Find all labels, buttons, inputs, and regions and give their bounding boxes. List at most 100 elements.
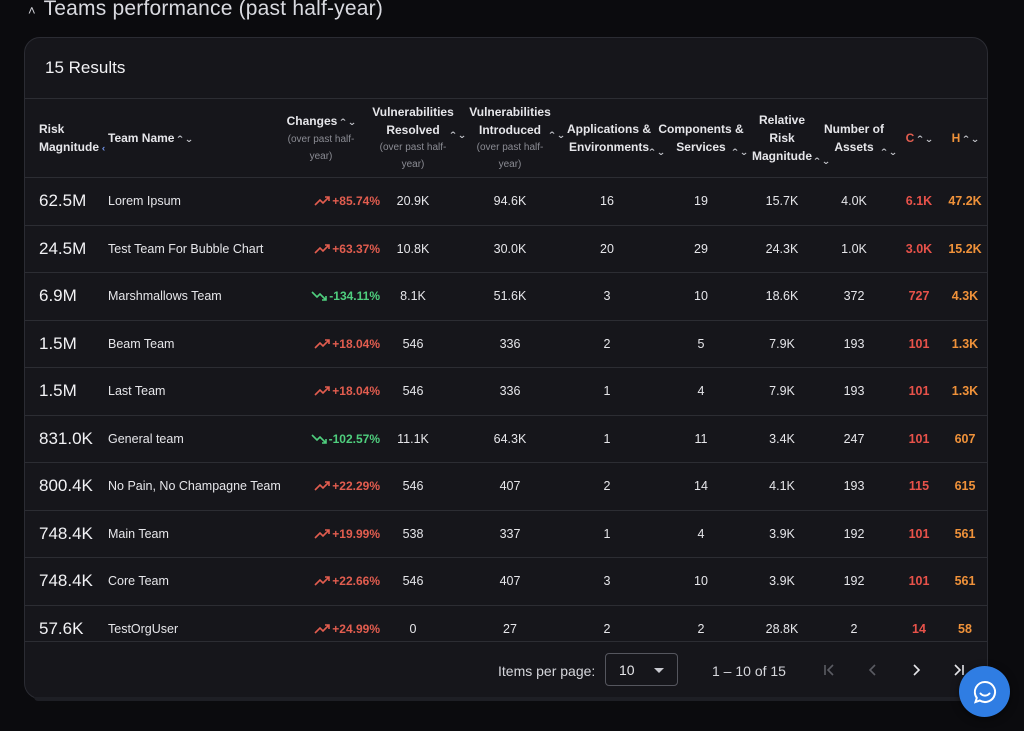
cell-team-name-value: Beam Team (108, 336, 175, 351)
cell-vuln-resolved: 8.1K (369, 273, 457, 319)
page-range: 1 – 10 of 15 (712, 662, 786, 679)
chevron-up-icon[interactable]: ˄ (28, 2, 36, 18)
cell-relative-risk: 3.9K (749, 511, 815, 557)
next-page-button[interactable] (902, 656, 930, 684)
cell-h: 15.2K (947, 226, 983, 272)
cell-components-value: 11 (694, 431, 708, 446)
cell-applications-value: 3 (603, 574, 611, 588)
cell-vuln-resolved: 10.8K (369, 226, 457, 272)
sort-icon[interactable]: ⌃⌄ (647, 147, 666, 157)
cell-relative-risk-value: 18.6K (765, 289, 799, 303)
col-risk-magnitude[interactable]: Risk Magnitude ‹ (39, 99, 109, 177)
table-row[interactable]: 748.4K Core Team +22.66% 546 407 3 10 3.9K 192 10… (25, 557, 987, 605)
col-changes[interactable]: Changes⌃⌄ (over past half-year) (280, 99, 362, 177)
col-relative-risk[interactable]: Relative Risk Magnitude ⌃⌄ (749, 99, 831, 177)
prev-page-button[interactable] (859, 656, 887, 684)
table-row[interactable]: 831.0K General team -102.57% 11.1K 64.3K 1 11 3… (25, 414, 987, 463)
col-c[interactable]: C⌃⌄ (901, 99, 937, 177)
trending-up-icon (314, 528, 331, 539)
cell-relative-risk: 7.9K (749, 321, 815, 367)
cell-team-name-value: Test Team For Bubble Chart (108, 241, 264, 256)
cell-vuln-resolved-value: 546 (402, 479, 424, 493)
cell-h-value: 1.3K (951, 384, 979, 398)
cell-assets-value: 2 (850, 621, 858, 636)
cell-assets: 247 (820, 416, 888, 462)
col-components[interactable]: Components & Services ⌃⌄ (657, 99, 749, 177)
sort-icon[interactable]: ⌃⌄ (175, 133, 195, 144)
cell-c-value: 115 (908, 479, 930, 493)
sort-icon[interactable]: ‹ (101, 142, 106, 153)
cell-c: 727 (901, 273, 937, 319)
cell-h-value: 4.3K (951, 289, 979, 303)
chat-button[interactable] (959, 666, 1010, 717)
cell-risk-magnitude-value: 748.4K (39, 571, 93, 590)
cell-team-name-value: Core Team (108, 574, 169, 588)
col-vuln-introduced[interactable]: Vulnerabilities Introduced ⌃⌄ (over past … (466, 99, 565, 177)
sort-icon[interactable]: ⌃⌄ (915, 133, 934, 144)
cell-assets-value: 192 (843, 526, 865, 541)
col-sublabel: (over past half-year) (287, 133, 355, 162)
cell-h: 1.3K (947, 321, 983, 367)
trending-down-icon (311, 291, 328, 301)
table-row[interactable]: 748.4K Main Team +19.99% 538 337 1 4 3.9K 192 101… (25, 509, 987, 558)
cell-applications: 3 (564, 558, 650, 604)
cell-h: 4.3K (947, 273, 983, 319)
cell-components-value: 4 (697, 384, 705, 398)
table-row[interactable]: 800.4K No Pain, No Champagne Team +22.29% 5… (25, 462, 987, 510)
sort-icon[interactable]: ⌃⌄ (448, 130, 467, 140)
cell-vuln-introduced: 337 (466, 511, 554, 557)
cell-components-value: 29 (694, 241, 708, 256)
cell-applications: 1 (564, 416, 650, 462)
cell-c: 101 (901, 511, 937, 557)
cell-applications-value: 1 (603, 431, 611, 446)
table-row[interactable]: 24.5M Test Team For Bubble Chart +63.37% 10… (25, 224, 987, 273)
cell-c-value: 101 (908, 431, 930, 446)
col-team-name[interactable]: Team Name⌃⌄ (108, 99, 278, 177)
cell-team-name-value: Last Team (108, 384, 166, 398)
items-per-page-select[interactable]: 10 (605, 653, 678, 686)
cell-components: 5 (657, 321, 745, 367)
sort-icon[interactable]: ⌃⌄ (547, 130, 566, 140)
cell-risk-magnitude-value: 800.4K (39, 476, 93, 495)
cell-assets: 193 (820, 321, 888, 367)
sort-icon[interactable]: ⌃⌄ (879, 147, 898, 157)
table-row[interactable]: 57.6K TestOrgUser +24.99% 0 27 2 2 28.8K 2 14 58 (25, 604, 987, 653)
col-assets[interactable]: Number of Assets ⌃⌄ (820, 99, 898, 177)
cell-assets-value: 247 (843, 431, 865, 446)
sort-icon[interactable]: ⌃⌄ (961, 133, 980, 144)
change-value: +85.74% (332, 194, 380, 208)
col-applications[interactable]: Applications & Environments ⌃⌄ (564, 99, 666, 177)
last-page-button[interactable] (945, 656, 973, 684)
sort-icon[interactable]: ⌃⌄ (338, 116, 357, 127)
table-row[interactable]: 1.5M Beam Team +18.04% 546 336 2 5 7.9K 193 101 1.… (25, 319, 987, 368)
first-page-icon (824, 664, 834, 676)
table-row[interactable]: 1.5M Last Team +18.04% 546 336 1 4 7.9K 193 101 1.… (25, 367, 987, 415)
cell-vuln-introduced-value: 27 (503, 621, 517, 636)
cell-relative-risk-value: 3.9K (769, 526, 795, 541)
items-per-page-label: Items per page: (498, 662, 596, 679)
cell-components-value: 10 (694, 289, 708, 303)
col-vuln-resolved[interactable]: Vulnerabilities Resolved ⌃⌄ (over past ha… (369, 99, 466, 177)
section-header[interactable]: ˄ Teams performance (past half-year) (28, 0, 383, 24)
cell-h: 607 (947, 416, 983, 462)
first-page-button[interactable] (815, 656, 843, 684)
table-row[interactable]: 62.5M Lorem Ipsum +85.74% 20.9K 94.6K 16 19 15.… (25, 177, 987, 225)
cell-applications: 16 (564, 178, 650, 224)
cell-assets-value: 193 (843, 384, 865, 398)
cell-c: 101 (901, 416, 937, 462)
cell-applications-value: 20 (600, 241, 614, 256)
cell-risk-magnitude-value: 24.5M (39, 238, 87, 258)
trending-up-icon (314, 576, 331, 586)
cell-team-name: Main Team (108, 511, 280, 557)
cell-h-value: 47.2K (948, 194, 982, 208)
cell-team-name-value: Main Team (108, 526, 169, 541)
sort-icon[interactable]: ⌃⌄ (730, 147, 749, 157)
sort-icon[interactable]: ⌃⌄ (812, 156, 831, 166)
col-label: Vulnerabilities Resolved (372, 105, 454, 137)
table-row[interactable]: 6.9M Marshmallows Team -134.11% 8.1K 51.6K 3 1… (25, 272, 987, 320)
col-h[interactable]: H⌃⌄ (947, 99, 983, 177)
change-value: +24.99% (332, 621, 380, 636)
cell-vuln-resolved-value: 0 (409, 621, 417, 636)
cell-risk-magnitude-value: 57.6K (39, 618, 84, 638)
cell-change: +19.99% (280, 511, 380, 557)
